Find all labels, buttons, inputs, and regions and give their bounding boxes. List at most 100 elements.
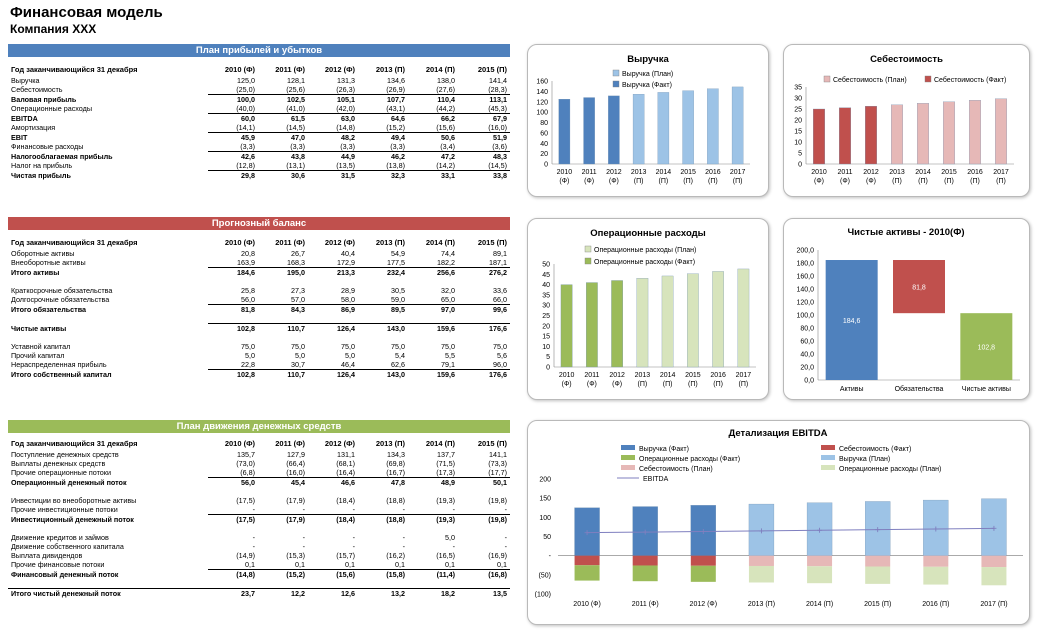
y-tick-label: 30 (542, 303, 550, 310)
x-tick-label: (П) (663, 381, 673, 388)
y-tick-label: 40 (542, 282, 550, 289)
row-label: Оборотные активы (11, 249, 75, 258)
cell-value: (6,8) (240, 468, 255, 477)
ebitda-point (758, 528, 764, 534)
chart-title: Детализация EBITDA (729, 428, 828, 439)
bar (661, 275, 674, 368)
spacer-row (8, 579, 510, 589)
x-tick-label: 2011 (Ф) (632, 601, 659, 608)
cell-value: 12,6 (308, 588, 358, 598)
y-tick-label: 120 (536, 99, 548, 106)
y-tick-label: 100 (536, 110, 548, 117)
cell-value: 75,0 (341, 342, 355, 351)
cell-value: 47,0 (258, 132, 308, 142)
bar (812, 108, 825, 165)
x-tick-label: Чистые активы (962, 386, 1011, 393)
column-header: 2014 (П) (425, 64, 455, 74)
cell-value: (41,0) (286, 104, 305, 113)
cell-value: 163,9 (237, 258, 255, 267)
x-tick-label: 2012 (606, 169, 622, 176)
x-tick-label: 2015 (680, 169, 696, 176)
legend-swatch (584, 245, 592, 253)
table-row: Операционный денежный поток 56,0 45,4 46,6 4… (8, 477, 510, 487)
x-tick-label: 2012 (Ф) (690, 601, 718, 608)
legend-label: Выручка (План) (622, 71, 673, 78)
cell-value: 5,0 (295, 351, 305, 360)
x-tick-label: (П) (733, 178, 743, 185)
cell-value: 84,3 (258, 304, 308, 314)
cell-value: 29,8 (208, 170, 258, 180)
x-tick-label: (П) (944, 178, 954, 185)
cell-value: 182,2 (437, 258, 455, 267)
row-label: Налог на прибыль (11, 161, 73, 171)
cost-bar (748, 555, 774, 566)
opex-bar (923, 566, 949, 585)
cell-value: (16,5) (436, 551, 455, 560)
cell-value: 46,6 (308, 477, 358, 487)
x-tick-label: 2017 (П) (980, 601, 1007, 608)
cell-value: 127,9 (287, 450, 305, 459)
cf-header: План движения денежных средств (8, 420, 510, 433)
x-tick-label: Обязательства (895, 385, 944, 393)
row-label: Выплата дивидендов (11, 551, 83, 560)
y-tick-label: 50 (542, 262, 550, 269)
cell-value: 195,0 (258, 267, 308, 277)
cell-value: (3,3) (290, 142, 305, 151)
legend-label: Операционные расходы (План) (839, 466, 941, 473)
cell-value: 184,6 (208, 267, 258, 277)
cell-value: (13,8) (386, 161, 405, 170)
legend-label: Выручка (Факт) (639, 446, 689, 453)
x-tick-label: (П) (970, 178, 980, 185)
cell-value: (17,5) (236, 496, 255, 505)
table-row: Поступление денежных средств 135,7 127,9 13… (8, 450, 510, 459)
table-row: Нераспределенная прибыль 22,8 30,7 46,4 62,6… (8, 360, 510, 370)
table-row: Чистые активы 102,8 110,7 126,4 143,0 159,6 17… (8, 323, 510, 333)
x-tick-label: 2014 (660, 372, 676, 379)
y-tick-label: 5 (546, 354, 550, 361)
x-tick-label: (П) (634, 178, 644, 185)
x-tick-label: 2013 (889, 169, 905, 176)
cell-value: 187,1 (489, 258, 507, 267)
cell-value: 32,3 (358, 170, 408, 180)
table-row: Долгосрочные обязательства 56,0 57,0 58,0 59… (8, 295, 510, 305)
cell-value: 159,6 (408, 369, 458, 379)
legend-label: Себестоимость (Факт) (839, 445, 911, 453)
x-tick-label: (П) (683, 178, 693, 185)
x-tick-label: 2011 (584, 372, 599, 379)
legend-swatch (612, 80, 620, 88)
cell-value: 12,2 (258, 588, 308, 598)
cell-value: 75,0 (391, 342, 405, 351)
cell-value: 75,0 (493, 342, 507, 351)
x-tick-label: 2017 (730, 169, 746, 176)
table-row: Инвестиции во внеоборотные активы (17,5) (… (8, 496, 510, 505)
cell-value: (73,3) (488, 459, 507, 468)
cell-value: 75,0 (241, 342, 255, 351)
cell-value: 0,1 (395, 560, 405, 569)
row-label: Прочий капитал (11, 351, 65, 360)
bar (608, 95, 620, 165)
table-row: Операционные расходы (40,0) (41,0) (42,0) (4… (8, 104, 510, 114)
row-label: Движение собственного капитала (11, 542, 124, 551)
bar (632, 94, 645, 165)
bar (942, 101, 955, 165)
table-row: EBIT 45,9 47,0 48,2 49,4 50,6 51,9 (8, 132, 510, 142)
cell-value: 40,4 (341, 249, 355, 258)
table-row: Прочие инвестиционные потоки - - - - - - (8, 505, 510, 515)
cell-value: 54,9 (391, 249, 405, 258)
y-tick-label: (50) (539, 572, 551, 579)
cell-value: 276,2 (458, 267, 510, 277)
legend-swatch (612, 69, 620, 77)
cell-value: 33,8 (458, 170, 510, 180)
cell-value: 105,1 (308, 94, 358, 104)
bar (825, 260, 878, 380)
cell-value: 66,0 (493, 295, 507, 304)
cell-value: (27,6) (436, 85, 455, 94)
x-tick-label: (П) (713, 381, 723, 388)
cell-value: 256,6 (408, 267, 458, 277)
row-label: Уставной капитал (11, 342, 71, 351)
cell-value: 89,5 (358, 304, 408, 314)
x-tick-label: (Ф) (562, 381, 572, 388)
cell-value: (26,9) (386, 85, 405, 94)
cell-value: (13,1) (286, 161, 305, 170)
bar (558, 99, 571, 165)
